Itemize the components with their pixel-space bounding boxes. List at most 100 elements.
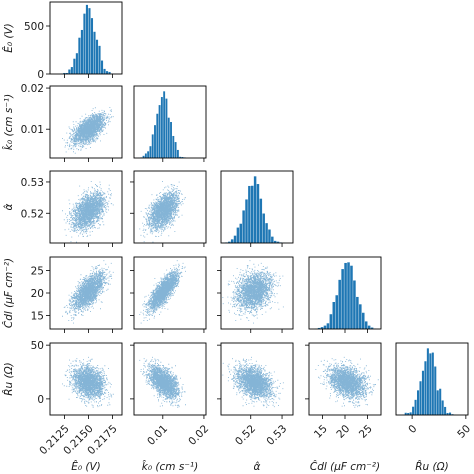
hist-bar	[335, 295, 339, 329]
hist-bar	[253, 176, 257, 243]
hist-bar	[230, 239, 234, 243]
hist-bar	[151, 134, 154, 158]
y-tick-label: 0	[37, 394, 44, 406]
x-tick-label: 0.02	[186, 423, 211, 448]
y-tick-label: 50	[31, 340, 44, 352]
y-axis-title-Ru: R̂u (Ω)	[2, 362, 15, 396]
hist-bar	[434, 366, 437, 415]
hist-bar	[167, 117, 170, 158]
hist-bar	[88, 8, 91, 74]
scatter-Ru-vs-k0: 0.01 0.02	[130, 342, 211, 448]
hist-bar	[165, 98, 168, 158]
hist-bar	[262, 213, 265, 243]
hist-bar	[444, 406, 447, 415]
scatter-k0-vs-E0: 0.01 0.02	[21, 83, 123, 162]
x-axis-title-E0: Ê₀ (V)	[71, 460, 101, 473]
hist-bar	[419, 381, 422, 415]
x-tick-label: 0.52	[233, 423, 258, 448]
x-axis-title-Cdl: Ĉdl (μF cm⁻²)	[310, 460, 380, 473]
hist-bar	[108, 71, 111, 74]
hist-bar	[156, 113, 159, 158]
hist-bar	[361, 312, 365, 329]
hist-bar	[417, 390, 420, 415]
scatter-points	[62, 356, 114, 408]
hist-bar	[154, 125, 156, 158]
hist-bar	[404, 412, 407, 415]
scatter-points	[139, 260, 186, 324]
hist-bar	[449, 412, 452, 415]
hist-bar	[326, 323, 330, 329]
y-tick-label: 25	[31, 266, 44, 278]
hist-bar	[236, 227, 240, 243]
hist-bar	[70, 67, 73, 74]
hist-bar	[73, 58, 76, 74]
hist-bar	[338, 279, 341, 329]
hist-bar	[98, 45, 101, 74]
hist-bar	[83, 13, 86, 74]
hist-bar	[364, 321, 368, 329]
scatter-Cdl-vs-k0	[130, 256, 207, 333]
hist-bar	[103, 68, 106, 74]
hist-bar	[320, 327, 324, 329]
hist-bar	[256, 184, 260, 243]
histogram-Ru: 0 50	[395, 342, 473, 441]
x-tick-label: 50	[455, 423, 473, 441]
hist-bar	[248, 185, 251, 243]
scatter-alpha-vs-k0	[130, 170, 207, 247]
histogram-alpha	[220, 170, 294, 247]
hist-bar	[350, 265, 353, 329]
hist-bar	[341, 269, 344, 329]
y-tick-label: 0.52	[21, 208, 44, 220]
hist-bar	[268, 229, 271, 243]
hist-bar	[105, 71, 109, 74]
scatter-points	[222, 260, 284, 324]
hist-bar	[332, 301, 336, 329]
hist-bar	[170, 122, 172, 158]
hist-bar	[160, 97, 163, 158]
hist-bar	[75, 53, 78, 74]
hist-bar	[329, 314, 333, 329]
y-axis-title-E0: Ê₀ (V)	[2, 23, 15, 53]
hist-bar	[276, 241, 280, 243]
hist-bar	[424, 361, 427, 415]
scatter-points	[62, 181, 114, 243]
hist-bar	[431, 352, 434, 415]
hist-bar	[441, 400, 444, 415]
hist-bar	[317, 327, 321, 329]
hist-bar	[65, 72, 68, 74]
hist-bar	[446, 412, 449, 415]
hist-bar	[367, 325, 371, 329]
hist-bar	[176, 149, 179, 158]
hist-bar	[100, 60, 104, 74]
hist-bar	[251, 185, 254, 243]
hist-bar	[239, 223, 242, 243]
scatter-Cdl-vs-alpha	[217, 256, 294, 333]
scatter-Ru-vs-alpha: 0.52 0.53	[217, 342, 294, 448]
hist-bar	[158, 105, 161, 158]
hist-bar	[439, 388, 442, 415]
hist-tick-label: 500	[24, 21, 44, 33]
hist-bar	[233, 235, 237, 243]
y-tick-label: 15	[31, 311, 44, 323]
hist-bar	[68, 69, 71, 74]
scatter-points	[222, 356, 284, 408]
hist-bar	[93, 31, 96, 74]
hist-bar	[149, 146, 152, 158]
x-tick-label: 0	[406, 423, 419, 436]
hist-bar	[347, 262, 350, 329]
x-axis-title-Ru: R̂u (Ω)	[415, 460, 449, 473]
x-tick-label: 0.53	[264, 423, 289, 448]
hist-bar	[436, 390, 439, 415]
scatter-Cdl-vs-E0: 15 20 25	[31, 256, 123, 333]
hist-bar	[323, 325, 327, 329]
hist-bar	[429, 353, 432, 415]
hist-bar	[78, 37, 81, 74]
hist-bar	[356, 296, 359, 329]
hist-bar	[174, 142, 177, 158]
hist-bar	[409, 412, 412, 415]
scatter-alpha-vs-E0: 0.52 0.53	[21, 170, 123, 247]
y-axis-title-k0: k̂₀ (cm s⁻¹)	[2, 94, 15, 150]
hist-bar	[181, 157, 184, 158]
x-tick-label: 0.01	[145, 423, 170, 448]
hist-tick-label: 0	[37, 69, 44, 81]
